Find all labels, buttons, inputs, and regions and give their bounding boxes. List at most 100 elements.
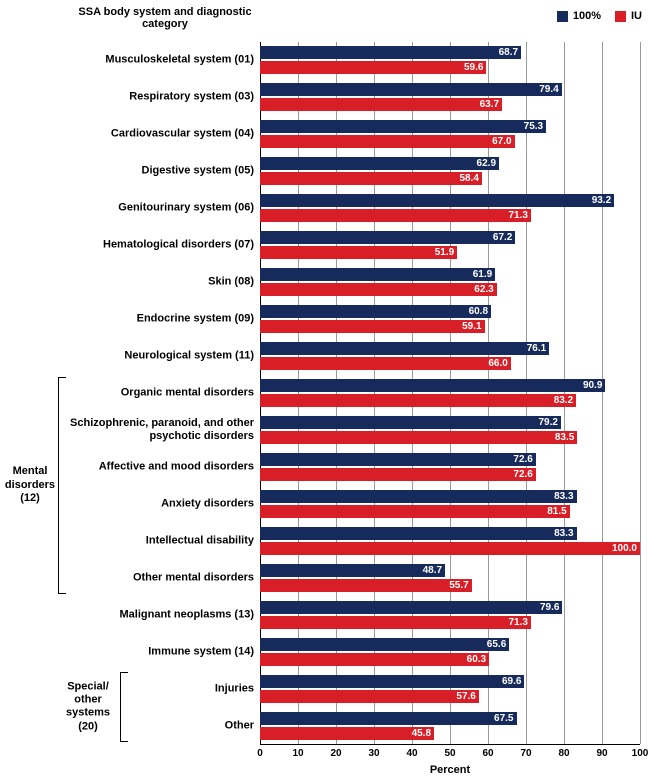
bar: 79.2 (260, 416, 561, 429)
bar: 81.5 (260, 505, 570, 518)
xtick-label: 70 (520, 748, 531, 759)
x-axis-label: Percent (260, 764, 640, 776)
row-label: Respiratory system (03) (0, 91, 254, 104)
row-label: Digestive system (05) (0, 165, 254, 178)
header-title: SSA body system and diagnostic category (70, 6, 260, 30)
gridline (640, 42, 641, 744)
bar: 79.4 (260, 83, 562, 96)
bar-value-label: 79.2 (538, 416, 557, 429)
bar: 71.3 (260, 209, 531, 222)
gridline (564, 42, 565, 744)
bar-value-label: 68.7 (499, 46, 518, 59)
row-label: Affective and mood disorders (64, 460, 254, 473)
bar: 67.5 (260, 712, 517, 725)
bar: 68.7 (260, 46, 521, 59)
bar: 60.8 (260, 305, 491, 318)
bar-value-label: 58.4 (459, 172, 478, 185)
legend: 100% IU (557, 10, 642, 22)
xtick-label: 40 (406, 748, 417, 759)
bar: 67.0 (260, 135, 515, 148)
chart-container: SSA body system and diagnostic category … (0, 0, 658, 781)
bar: 63.7 (260, 98, 502, 111)
bar-value-label: 93.2 (592, 194, 611, 207)
row-label: Musculoskeletal system (01) (0, 54, 254, 67)
bar: 57.6 (260, 690, 479, 703)
row-label: Other mental disorders (64, 571, 254, 584)
legend-swatch-100pct (557, 11, 568, 22)
group-bracket (58, 377, 66, 595)
row-label: Hematological disorders (07) (0, 239, 254, 252)
row-label: Malignant neoplasms (13) (0, 608, 254, 621)
bar: 71.3 (260, 616, 531, 629)
bar-value-label: 61.9 (473, 268, 492, 281)
group-label: Special/othersystems(20) (58, 681, 118, 734)
legend-label-iu: IU (631, 10, 642, 22)
bar: 69.6 (260, 675, 524, 688)
xtick-label: 50 (444, 748, 455, 759)
bar-value-label: 71.3 (508, 209, 527, 222)
bar-value-label: 59.6 (464, 61, 483, 74)
bar-value-label: 79.4 (539, 83, 558, 96)
bar-value-label: 83.3 (554, 490, 573, 503)
legend-label-100pct: 100% (573, 10, 601, 22)
bar-value-label: 45.8 (412, 727, 431, 740)
legend-swatch-iu (615, 11, 626, 22)
xtick-label: 80 (558, 748, 569, 759)
bar-value-label: 67.5 (494, 712, 513, 725)
bar: 72.6 (260, 453, 536, 466)
row-label: Intellectual disability (64, 534, 254, 547)
gridline (526, 42, 527, 744)
bar: 45.8 (260, 727, 434, 740)
bar: 59.6 (260, 61, 486, 74)
row-label: Schizophrenic, paranoid, and other psych… (64, 417, 254, 443)
bar: 55.7 (260, 579, 472, 592)
bar: 66.0 (260, 357, 511, 370)
group-label: Mentaldisorders(12) (4, 466, 56, 506)
bar: 75.3 (260, 120, 546, 133)
bar: 83.3 (260, 527, 577, 540)
bar-value-label: 62.3 (474, 283, 493, 296)
bar: 83.3 (260, 490, 577, 503)
bar-value-label: 59.1 (462, 320, 481, 333)
bar: 83.2 (260, 394, 576, 407)
bar: 61.9 (260, 268, 495, 281)
bar-value-label: 83.5 (555, 431, 574, 444)
bar: 79.6 (260, 601, 562, 614)
bar-value-label: 51.9 (435, 246, 454, 259)
x-axis-line (260, 744, 640, 745)
bar: 60.3 (260, 653, 489, 666)
bar: 93.2 (260, 194, 614, 207)
bar-value-label: 90.9 (583, 379, 602, 392)
bar-value-label: 72.6 (513, 453, 532, 466)
bar: 59.1 (260, 320, 485, 333)
row-label: Organic mental disorders (64, 386, 254, 399)
xtick-label: 60 (482, 748, 493, 759)
bar-value-label: 48.7 (423, 564, 442, 577)
bar-value-label: 75.3 (524, 120, 543, 133)
xtick-label: 0 (257, 748, 263, 759)
xtick-label: 90 (596, 748, 607, 759)
bar: 48.7 (260, 564, 445, 577)
row-label: Injuries (126, 682, 254, 695)
row-label: Immune system (14) (0, 645, 254, 658)
bar: 72.6 (260, 468, 536, 481)
bar: 67.2 (260, 231, 515, 244)
bar-value-label: 76.1 (527, 342, 546, 355)
bar-value-label: 71.3 (508, 616, 527, 629)
xtick-label: 30 (368, 748, 379, 759)
row-label: Genitourinary system (06) (0, 202, 254, 215)
bar-value-label: 62.9 (477, 157, 496, 170)
xtick-label: 20 (330, 748, 341, 759)
row-label: Neurological system (11) (0, 349, 254, 362)
bar-value-label: 83.2 (554, 394, 573, 407)
bar: 58.4 (260, 172, 482, 185)
bar: 83.5 (260, 431, 577, 444)
bar-value-label: 81.5 (547, 505, 566, 518)
bar-value-label: 67.0 (492, 135, 511, 148)
gridline (602, 42, 603, 744)
bar-value-label: 60.3 (467, 653, 486, 666)
bar-value-label: 60.8 (469, 305, 488, 318)
xtick-label: 10 (292, 748, 303, 759)
bar-value-label: 83.3 (554, 527, 573, 540)
bar-value-label: 57.6 (456, 690, 475, 703)
